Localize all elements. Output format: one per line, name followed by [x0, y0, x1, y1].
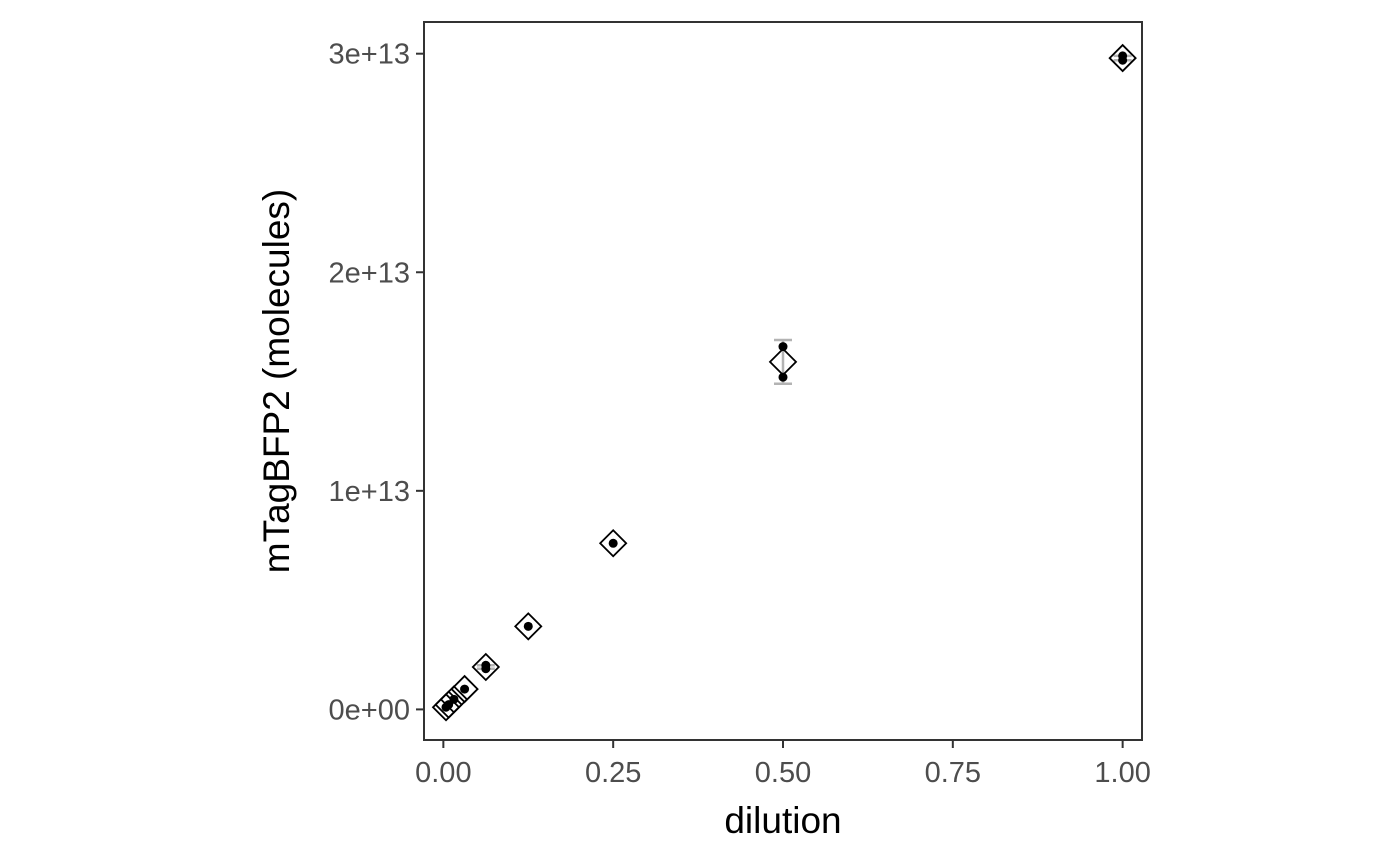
x-tick-label: 0.00 [415, 757, 471, 789]
x-axis: 0.00 0.25 0.50 0.75 1.00 [415, 740, 1151, 789]
mean-diamond [471, 652, 501, 682]
y-tick-label: 2e+13 [329, 257, 410, 289]
mean-diamonds [431, 43, 1137, 722]
x-tick-label: 0.75 [925, 757, 981, 789]
y-axis-title: mTagBFP2 (molecules) [256, 189, 297, 574]
mean-diamond [768, 347, 798, 377]
x-tick-label: 1.00 [1094, 757, 1150, 789]
y-axis: 0e+00 1e+13 2e+13 3e+13 [329, 39, 424, 726]
x-tick-label: 0.25 [585, 757, 641, 789]
y-tick-label: 3e+13 [329, 39, 410, 71]
data-point [460, 684, 470, 694]
y-tick-label: 0e+00 [329, 694, 410, 726]
mean-diamond [450, 674, 479, 704]
mean-diamond [1108, 43, 1137, 73]
mean-diamond [513, 612, 543, 641]
data-point [778, 342, 788, 352]
x-axis-title: dilution [724, 800, 841, 841]
data-point [481, 660, 491, 670]
data-point [1118, 51, 1128, 61]
data-point [778, 372, 788, 382]
mean-diamond [439, 685, 469, 714]
x-tick-label: 0.50 [755, 757, 811, 789]
replicate-points [441, 51, 1128, 712]
data-point [449, 694, 459, 704]
y-tick-label: 1e+13 [329, 476, 410, 508]
mean-diamond [434, 690, 463, 719]
data-point [608, 538, 618, 548]
data-point [523, 621, 533, 631]
mean-diamond [598, 529, 628, 558]
